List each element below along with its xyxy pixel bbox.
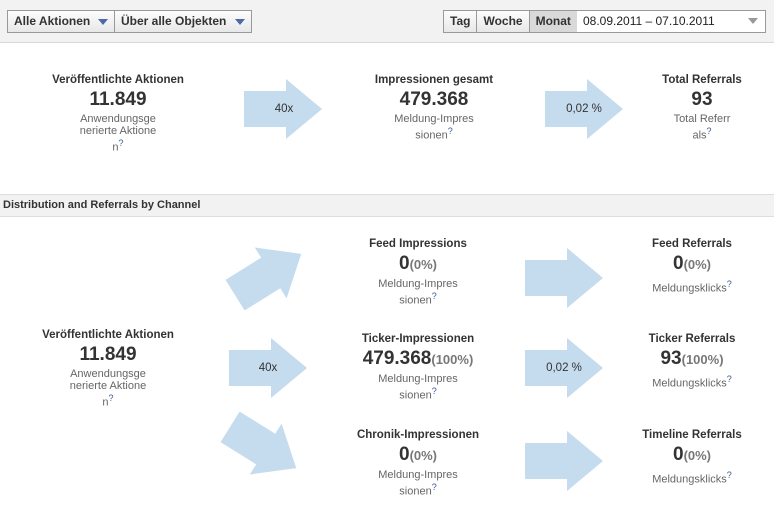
- channel-ticker-referrals: Ticker Referrals 93(100%) Meldungsklicks…: [602, 332, 774, 390]
- up-right-arrow-icon: [225, 247, 302, 311]
- metric-percent: (100%): [681, 352, 724, 367]
- help-icon[interactable]: ?: [431, 482, 437, 492]
- help-icon[interactable]: ?: [108, 393, 114, 403]
- summary-published-actions: Veröffentlichte Aktionen 11.849 Anwendun…: [28, 73, 208, 154]
- date-range-value: 08.09.2011 – 07.10.2011: [583, 14, 715, 28]
- help-icon[interactable]: ?: [726, 279, 732, 289]
- chevron-down-icon: [235, 19, 245, 25]
- arrow-to-timeline: [220, 411, 310, 489]
- metric-title: Chronik-Impressionen: [356, 429, 480, 441]
- objects-dropdown[interactable]: Über alle Objekten: [114, 10, 252, 33]
- metric-subtitle: Meldungsklicks?: [652, 374, 732, 390]
- help-icon[interactable]: ?: [118, 138, 124, 148]
- metric-value: 0(0%): [672, 444, 712, 465]
- period-selector: Tag Woche Monat: [443, 10, 578, 33]
- metric-subtitle: Meldungsklicks?: [652, 470, 732, 486]
- channel-feed-referrals: Feed Referrals 0(0%) Meldungsklicks?: [602, 237, 774, 295]
- help-icon[interactable]: ?: [447, 126, 453, 136]
- right-arrow-icon: [229, 338, 307, 398]
- section-header: Distribution and Referrals by Channel: [0, 194, 774, 217]
- metric-subtitle: Meldungsklicks?: [652, 279, 732, 295]
- metric-percent: (0%): [409, 257, 438, 272]
- right-arrow-icon: [525, 338, 603, 398]
- metric-value: 0(0%): [398, 253, 438, 274]
- help-icon[interactable]: ?: [431, 386, 437, 396]
- metric-title: Veröffentlichte Aktionen: [42, 329, 174, 341]
- channel-timeline-referrals: Timeline Referrals 0(0%) Meldungsklicks?: [602, 428, 774, 486]
- metric-value: 93: [691, 89, 713, 110]
- down-right-arrow-icon: [220, 411, 297, 475]
- metric-title: Total Referrals: [662, 74, 742, 86]
- summary-arrow-2: 0,02 %: [545, 79, 625, 144]
- tab-day[interactable]: Tag: [444, 11, 478, 32]
- metric-percent: (0%): [409, 448, 438, 463]
- help-icon[interactable]: ?: [726, 470, 732, 480]
- right-arrow-icon: [244, 79, 322, 139]
- metric-subtitle: Meldung-Impressionen?: [394, 113, 474, 142]
- metric-value: 0(0%): [672, 253, 712, 274]
- arrow-ticker-referrals: 0,02 %: [525, 338, 605, 403]
- metric-subtitle: Anwendungsgenerierte Aktionen?: [69, 368, 147, 409]
- right-arrow-icon: [545, 79, 623, 139]
- channel-ticker-impressions: Ticker-Impressionen 479.368(100%) Meldun…: [328, 332, 508, 402]
- metric-subtitle: Meldung-Impressionen?: [378, 373, 458, 402]
- metric-title: Timeline Referrals: [642, 429, 742, 441]
- chevron-down-icon: [98, 19, 108, 25]
- toolbar: Alle Aktionen Über alle Objekten Tag Woc…: [0, 0, 774, 43]
- help-icon[interactable]: ?: [726, 374, 732, 384]
- arrow-timeline-referrals: [525, 431, 605, 496]
- metric-subtitle: Anwendungsgenerierte Aktionen?: [79, 113, 157, 154]
- arrow-label: 40x: [274, 103, 294, 115]
- date-range-picker[interactable]: 08.09.2011 – 07.10.2011: [577, 10, 766, 33]
- arrow-to-feed: [225, 238, 315, 315]
- metric-value: 479.368(100%): [362, 348, 474, 369]
- right-arrow-icon: [525, 431, 603, 491]
- channel-timeline-impressions: Chronik-Impressionen 0(0%) Meldung-Impre…: [328, 428, 508, 498]
- metric-percent: (100%): [431, 352, 474, 367]
- metric-value: 11.849: [79, 344, 137, 365]
- arrow-label: 0,02 %: [546, 362, 582, 374]
- metric-subtitle: Meldung-Impressionen?: [378, 469, 458, 498]
- channel-feed-impressions: Feed Impressions 0(0%) Meldung-Impressio…: [328, 237, 508, 307]
- metric-value: 93(100%): [660, 348, 724, 369]
- arrow-label: 40x: [258, 362, 278, 374]
- summary-arrow-1: 40x: [244, 79, 324, 144]
- arrow-label: 0,02 %: [566, 103, 602, 115]
- metric-title: Veröffentlichte Aktionen: [52, 74, 184, 86]
- tab-month[interactable]: Monat: [529, 11, 577, 32]
- summary-impressions: Impressionen gesamt 479.368 Meldung-Impr…: [344, 73, 524, 142]
- actions-dropdown[interactable]: Alle Aktionen: [7, 10, 115, 33]
- metric-title: Feed Impressions: [369, 238, 467, 250]
- arrow-to-ticker: 40x: [229, 338, 309, 403]
- distribution-published-actions: Veröffentlichte Aktionen 11.849 Anwendun…: [18, 328, 198, 409]
- metric-subtitle: Total Referrals?: [673, 113, 731, 142]
- right-arrow-icon: [525, 248, 603, 308]
- metric-value: 11.849: [89, 89, 147, 110]
- metric-title: Feed Referrals: [652, 238, 732, 250]
- arrow-feed-referrals: [525, 248, 605, 313]
- actions-dropdown-label: Alle Aktionen: [14, 14, 91, 28]
- objects-dropdown-label: Über alle Objekten: [121, 14, 227, 28]
- metric-title: Ticker Referrals: [648, 333, 736, 345]
- help-icon[interactable]: ?: [431, 291, 437, 301]
- chevron-down-icon: [748, 18, 758, 24]
- metric-percent: (0%): [683, 257, 712, 272]
- metric-percent: (0%): [683, 448, 712, 463]
- metric-value: 0(0%): [398, 444, 438, 465]
- metric-subtitle: Meldung-Impressionen?: [378, 278, 458, 307]
- metric-title: Impressionen gesamt: [374, 74, 494, 86]
- metric-title: Ticker-Impressionen: [361, 333, 475, 345]
- metric-value: 479.368: [399, 89, 469, 110]
- summary-referrals: Total Referrals 93 Total Referrals?: [612, 73, 774, 142]
- help-icon[interactable]: ?: [706, 126, 712, 136]
- tab-week[interactable]: Woche: [477, 11, 530, 32]
